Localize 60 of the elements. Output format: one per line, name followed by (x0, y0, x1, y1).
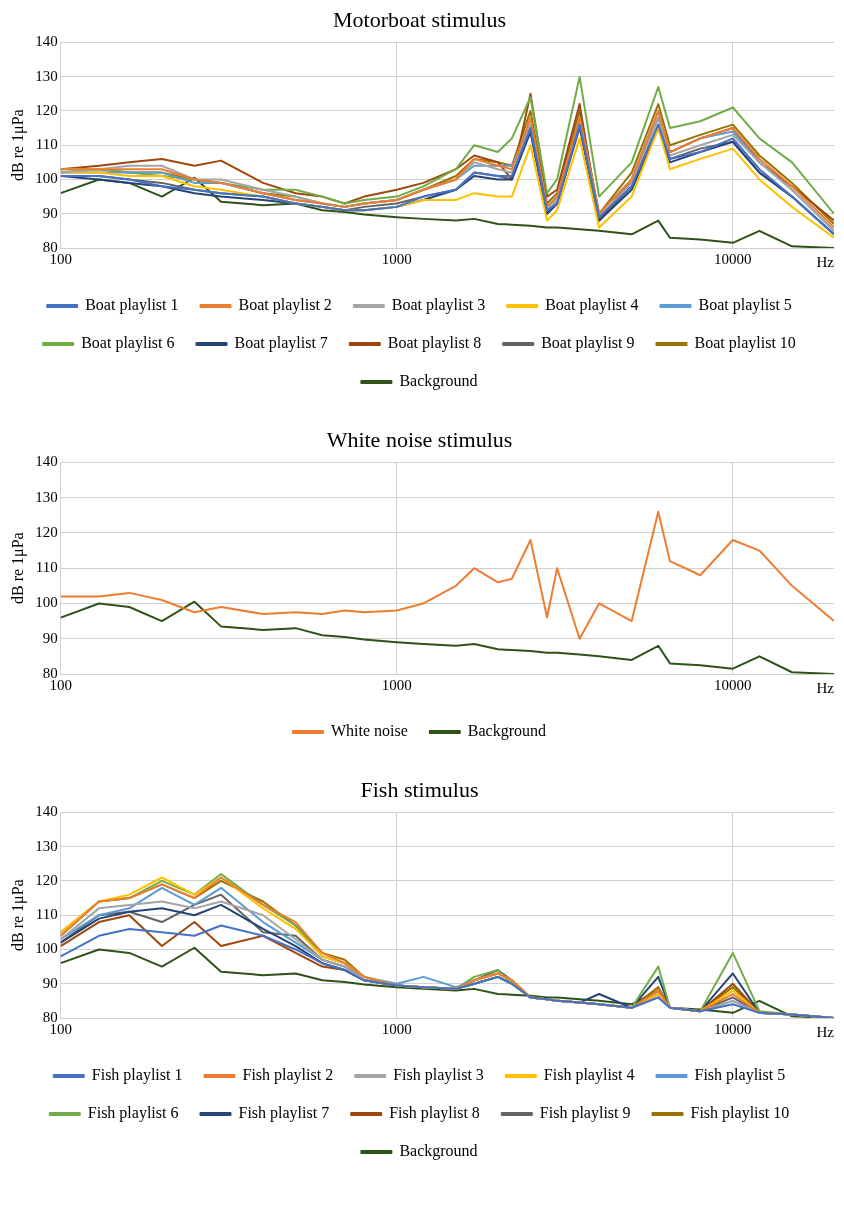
legend-label: Boat playlist 10 (694, 334, 796, 353)
legend-label: Background (467, 722, 547, 741)
legend-label: Fish playlist 3 (393, 1066, 484, 1085)
legend-label: Fish playlist 5 (694, 1066, 786, 1085)
legend-label: Fish playlist 9 (539, 1104, 631, 1123)
y-tick-label: 140 (35, 33, 58, 50)
legend-label: Fish playlist 6 (87, 1104, 179, 1123)
legend-label: Fish playlist 8 (389, 1104, 480, 1123)
y-tick-label: 90 (42, 629, 58, 646)
y-tick-label: 130 (35, 837, 58, 854)
y-tick-label: 100 (35, 170, 58, 187)
chart-title: Motorboat stimulus (333, 6, 506, 32)
y-tick-label: 90 (42, 204, 58, 221)
legend-label: Boat playlist 9 (541, 334, 635, 353)
legend-label: Boat playlist 3 (391, 296, 486, 315)
x-tick-label: 10000 (714, 250, 752, 267)
chart-title: Fish stimulus (360, 776, 479, 802)
legend-label: Fish playlist 1 (91, 1066, 183, 1085)
y-tick-label: 140 (35, 803, 58, 820)
y-tick-label: 120 (35, 101, 58, 118)
y-tick-label: 120 (35, 523, 58, 540)
legend-label: White noise (330, 722, 408, 740)
legend-label: Background (399, 372, 478, 391)
chart-title: White noise stimulus (326, 426, 513, 452)
y-tick-label: 90 (42, 974, 58, 991)
x-axis-title: Hz (816, 253, 835, 270)
y-axis-title: dB re 1μPa (8, 109, 27, 182)
legend-label: Fish playlist 4 (543, 1066, 635, 1085)
x-axis-title: Hz (816, 679, 835, 696)
legend-label: Boat playlist 6 (81, 334, 175, 353)
y-tick-label: 120 (35, 871, 58, 888)
legend-label: Background (399, 1142, 478, 1161)
legend-label: Boat playlist 4 (545, 296, 639, 315)
legend-label: Boat playlist 7 (234, 334, 328, 353)
y-tick-label: 140 (35, 453, 58, 470)
y-tick-label: 110 (35, 906, 58, 923)
x-tick-label: 10000 (714, 676, 752, 693)
y-tick-label: 80 (42, 664, 58, 681)
x-axis-title: Hz (816, 1023, 835, 1040)
y-tick-label: 130 (35, 488, 58, 505)
y-tick-label: 110 (35, 559, 58, 576)
y-tick-label: 80 (42, 238, 58, 255)
y-tick-label: 130 (35, 67, 58, 84)
legend-label: Boat playlist 5 (698, 296, 792, 315)
legend-label: Fish playlist 10 (690, 1104, 790, 1123)
legend-label: Boat playlist 8 (387, 334, 482, 353)
x-tick-label: 1000 (381, 676, 412, 693)
y-tick-label: 80 (42, 1008, 58, 1025)
y-tick-label: 100 (35, 594, 58, 611)
x-tick-label: 1000 (381, 1020, 412, 1037)
legend-label: Fish playlist 2 (242, 1066, 334, 1085)
y-tick-label: 110 (35, 136, 58, 153)
x-tick-label: 10000 (714, 1020, 752, 1037)
legend-label: Fish playlist 7 (238, 1104, 330, 1123)
x-tick-label: 1000 (381, 250, 412, 267)
y-axis-title: dB re 1μPa (8, 532, 27, 605)
legend-label: Boat playlist 1 (85, 296, 179, 315)
y-tick-label: 100 (35, 940, 58, 957)
legend-label: Boat playlist 2 (238, 296, 332, 315)
y-axis-title: dB re 1μPa (8, 879, 27, 952)
